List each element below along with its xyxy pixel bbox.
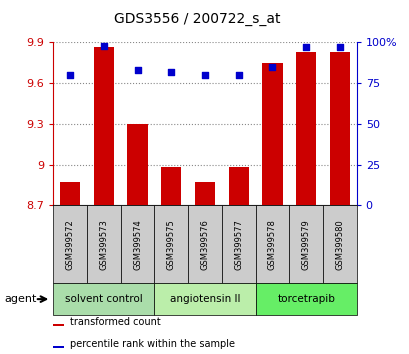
Bar (255, 283, 356, 315)
Bar (194, 182, 215, 205)
Bar (53, 283, 154, 315)
Bar (154, 283, 255, 315)
Bar (188, 205, 221, 283)
Text: torcetrapib: torcetrapib (276, 294, 334, 304)
Bar (53, 205, 87, 283)
Bar (228, 167, 248, 205)
Point (168, 69, 174, 75)
Point (336, 45, 342, 50)
Text: solvent control: solvent control (65, 294, 142, 304)
Text: GSM399577: GSM399577 (234, 219, 243, 270)
Bar (154, 205, 188, 283)
Bar (221, 205, 255, 283)
Text: angiotensin II: angiotensin II (169, 294, 240, 304)
Text: GSM399574: GSM399574 (133, 219, 142, 270)
Bar (53, 346, 64, 348)
Point (67, 72, 73, 78)
Text: GSM399578: GSM399578 (267, 219, 276, 270)
Text: GDS3556 / 200722_s_at: GDS3556 / 200722_s_at (113, 12, 279, 27)
Bar (127, 124, 147, 205)
Text: agent: agent (4, 294, 36, 304)
Text: GSM399575: GSM399575 (166, 219, 175, 270)
Bar (60, 182, 80, 205)
Bar (289, 205, 322, 283)
Text: GSM399579: GSM399579 (301, 219, 310, 270)
Text: GSM399572: GSM399572 (65, 219, 74, 270)
Point (235, 72, 241, 78)
Bar (255, 205, 289, 283)
Text: GSM399576: GSM399576 (200, 219, 209, 270)
Bar (262, 63, 282, 205)
Text: percentile rank within the sample: percentile rank within the sample (70, 339, 234, 349)
Point (268, 64, 275, 70)
Point (302, 45, 309, 50)
Text: GSM399573: GSM399573 (99, 219, 108, 270)
Bar (161, 167, 181, 205)
Bar (120, 205, 154, 283)
Point (100, 43, 107, 48)
Point (134, 67, 141, 73)
Bar (329, 52, 349, 205)
Bar (295, 52, 315, 205)
Text: GSM399580: GSM399580 (335, 219, 344, 270)
Point (201, 72, 208, 78)
Bar (322, 205, 356, 283)
Text: transformed count: transformed count (70, 316, 160, 327)
Bar (87, 205, 120, 283)
Bar (94, 47, 114, 205)
Bar (53, 324, 64, 326)
